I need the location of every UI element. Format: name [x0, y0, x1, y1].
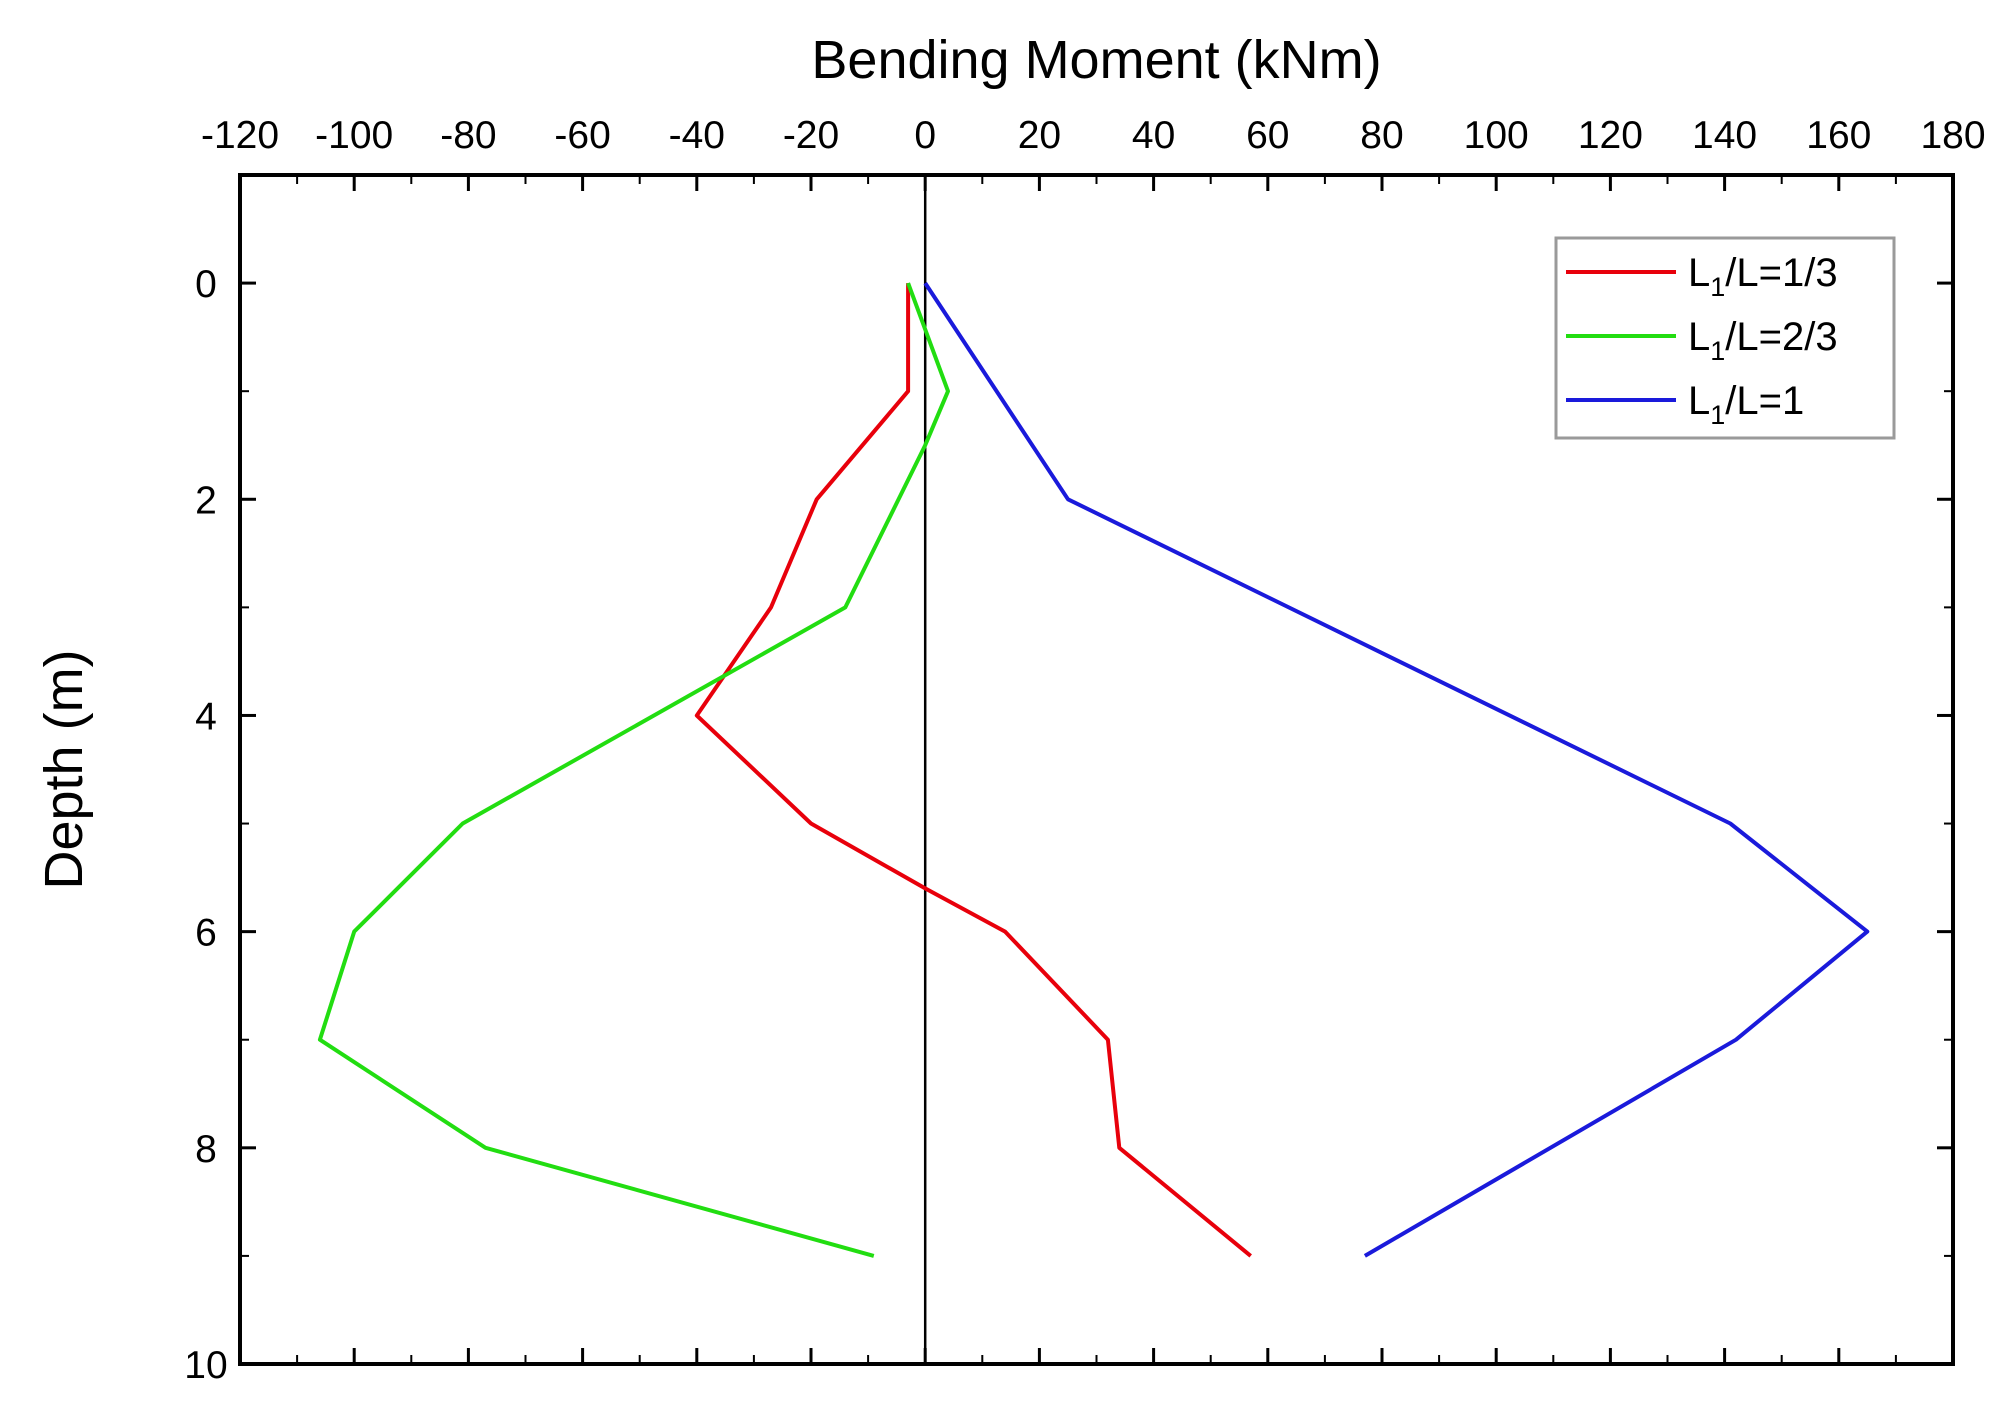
- x-tick-label: 120: [1578, 114, 1643, 157]
- x-tick-label: -120: [201, 114, 279, 157]
- x-tick-label: 20: [1018, 114, 1061, 157]
- legend-label-3: L1/L=1: [1688, 379, 1804, 430]
- x-tick-label: 60: [1246, 114, 1289, 157]
- x-tick-label: -100: [315, 114, 393, 157]
- x-tick-label: -40: [669, 114, 725, 157]
- y-axis-ticks: 0 2 4 6 8 10: [184, 174, 1953, 1387]
- series-line-3: [923, 281, 1870, 1258]
- x-tick-label: 40: [1132, 114, 1175, 157]
- x-tick-label: -20: [783, 114, 839, 157]
- series-line-2: [317, 282, 950, 1258]
- y-tick-label: 10: [184, 1344, 227, 1387]
- x-tick-label: -80: [440, 114, 496, 157]
- x-tick-label: 180: [1920, 114, 1985, 157]
- chart-title: Bending Moment (kNm): [811, 30, 1381, 90]
- y-tick-label: 4: [195, 695, 217, 738]
- y-axis-label: Depth (m): [34, 649, 94, 889]
- series-line-1: [694, 283, 1252, 1258]
- legend: L1/L=1/3 L1/L=2/3 L1/L=1: [1554, 236, 1896, 440]
- x-tick-label: 140: [1692, 114, 1757, 157]
- y-tick-label: 0: [195, 263, 217, 306]
- x-tick-label: -60: [554, 114, 610, 157]
- legend-label-1: L1/L=1/3: [1688, 251, 1838, 302]
- legend-label-2: L1/L=2/3: [1688, 315, 1838, 366]
- y-tick-label: 8: [195, 1128, 217, 1171]
- x-tick-label: 80: [1360, 114, 1403, 157]
- x-axis-ticks: -120 -100 -80 -60 -40 -20 0 20 40 60 80 100 120 140 16…: [201, 114, 1986, 1364]
- x-tick-label: 0: [914, 114, 936, 157]
- x-tick-label: 100: [1464, 114, 1529, 157]
- series-lines: [317, 281, 1870, 1258]
- x-tick-label: 160: [1806, 114, 1871, 157]
- y-tick-label: 2: [195, 479, 217, 522]
- y-tick-label: 6: [195, 912, 217, 955]
